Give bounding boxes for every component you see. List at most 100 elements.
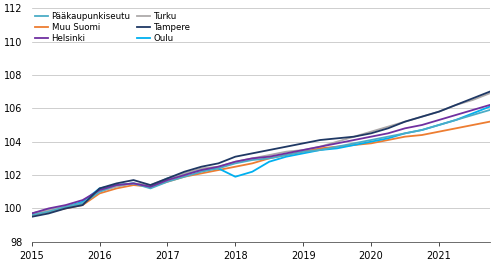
Turku [453, 103, 459, 107]
Muu Suomi [165, 180, 170, 183]
Helsinki [419, 123, 425, 127]
Oulu [148, 185, 154, 188]
Legend: Pääkaupunkiseutu, Muu Suomi, Helsinki, Turku, Tampere, Oulu: Pääkaupunkiseutu, Muu Suomi, Helsinki, T… [34, 10, 193, 45]
Oulu [97, 187, 103, 190]
Muu Suomi [419, 133, 425, 136]
Oulu [283, 155, 289, 158]
Tampere [487, 90, 493, 93]
Tampere [402, 120, 408, 123]
Oulu [232, 175, 238, 178]
Line: Helsinki: Helsinki [32, 61, 494, 213]
Muu Suomi [317, 147, 323, 150]
Helsinki [402, 127, 408, 130]
Line: Muu Suomi: Muu Suomi [32, 88, 494, 215]
Oulu [436, 123, 442, 127]
Helsinki [470, 108, 476, 112]
Tampere [283, 145, 289, 148]
Turku [385, 125, 391, 128]
Pääkaupunkiseutu [181, 175, 187, 178]
Tampere [266, 148, 272, 152]
Pääkaupunkiseutu [130, 182, 136, 185]
Pääkaupunkiseutu [300, 150, 306, 153]
Pääkaupunkiseutu [487, 108, 493, 112]
Oulu [29, 212, 35, 215]
Turku [114, 185, 120, 188]
Helsinki [266, 155, 272, 158]
Tampere [130, 178, 136, 182]
Muu Suomi [29, 214, 35, 217]
Oulu [368, 140, 374, 143]
Muu Suomi [215, 169, 221, 172]
Pääkaupunkiseutu [199, 170, 205, 173]
Line: Turku: Turku [32, 33, 494, 213]
Turku [199, 167, 205, 170]
Oulu [63, 205, 69, 208]
Turku [266, 153, 272, 157]
Helsinki [283, 152, 289, 155]
Helsinki [232, 160, 238, 163]
Helsinki [46, 207, 52, 210]
Tampere [80, 204, 85, 207]
Muu Suomi [402, 135, 408, 138]
Pääkaupunkiseutu [148, 187, 154, 190]
Oulu [80, 200, 85, 203]
Pääkaupunkiseutu [249, 158, 255, 162]
Muu Suomi [249, 162, 255, 165]
Pääkaupunkiseutu [80, 202, 85, 205]
Muu Suomi [436, 130, 442, 133]
Pääkaupunkiseutu [165, 180, 170, 183]
Tampere [232, 155, 238, 158]
Turku [470, 98, 476, 101]
Helsinki [487, 103, 493, 107]
Pääkaupunkiseutu [470, 113, 476, 117]
Oulu [46, 209, 52, 212]
Pääkaupunkiseutu [419, 129, 425, 132]
Muu Suomi [385, 138, 391, 142]
Turku [334, 140, 340, 143]
Muu Suomi [114, 187, 120, 190]
Tampere [368, 132, 374, 135]
Oulu [266, 160, 272, 163]
Helsinki [199, 169, 205, 172]
Turku [351, 135, 357, 138]
Oulu [334, 147, 340, 150]
Turku [181, 172, 187, 175]
Tampere [215, 162, 221, 165]
Tampere [351, 135, 357, 138]
Muu Suomi [46, 210, 52, 213]
Turku [232, 160, 238, 163]
Helsinki [130, 182, 136, 185]
Tampere [385, 127, 391, 130]
Turku [148, 183, 154, 187]
Line: Oulu: Oulu [32, 67, 494, 213]
Tampere [63, 207, 69, 210]
Tampere [436, 110, 442, 113]
Tampere [46, 212, 52, 215]
Helsinki [181, 174, 187, 177]
Turku [130, 182, 136, 185]
Turku [215, 165, 221, 168]
Pääkaupunkiseutu [266, 157, 272, 160]
Oulu [181, 172, 187, 175]
Helsinki [317, 145, 323, 148]
Oulu [453, 118, 459, 122]
Helsinki [148, 185, 154, 188]
Muu Suomi [63, 207, 69, 210]
Pääkaupunkiseutu [385, 135, 391, 138]
Helsinki [80, 198, 85, 202]
Turku [80, 202, 85, 205]
Helsinki [97, 188, 103, 192]
Tampere [249, 152, 255, 155]
Oulu [385, 137, 391, 140]
Muu Suomi [97, 192, 103, 195]
Turku [317, 145, 323, 148]
Muu Suomi [199, 172, 205, 175]
Oulu [419, 129, 425, 132]
Helsinki [114, 183, 120, 187]
Oulu [487, 105, 493, 108]
Muu Suomi [130, 183, 136, 187]
Oulu [114, 183, 120, 187]
Oulu [317, 148, 323, 152]
Oulu [130, 182, 136, 185]
Helsinki [368, 135, 374, 138]
